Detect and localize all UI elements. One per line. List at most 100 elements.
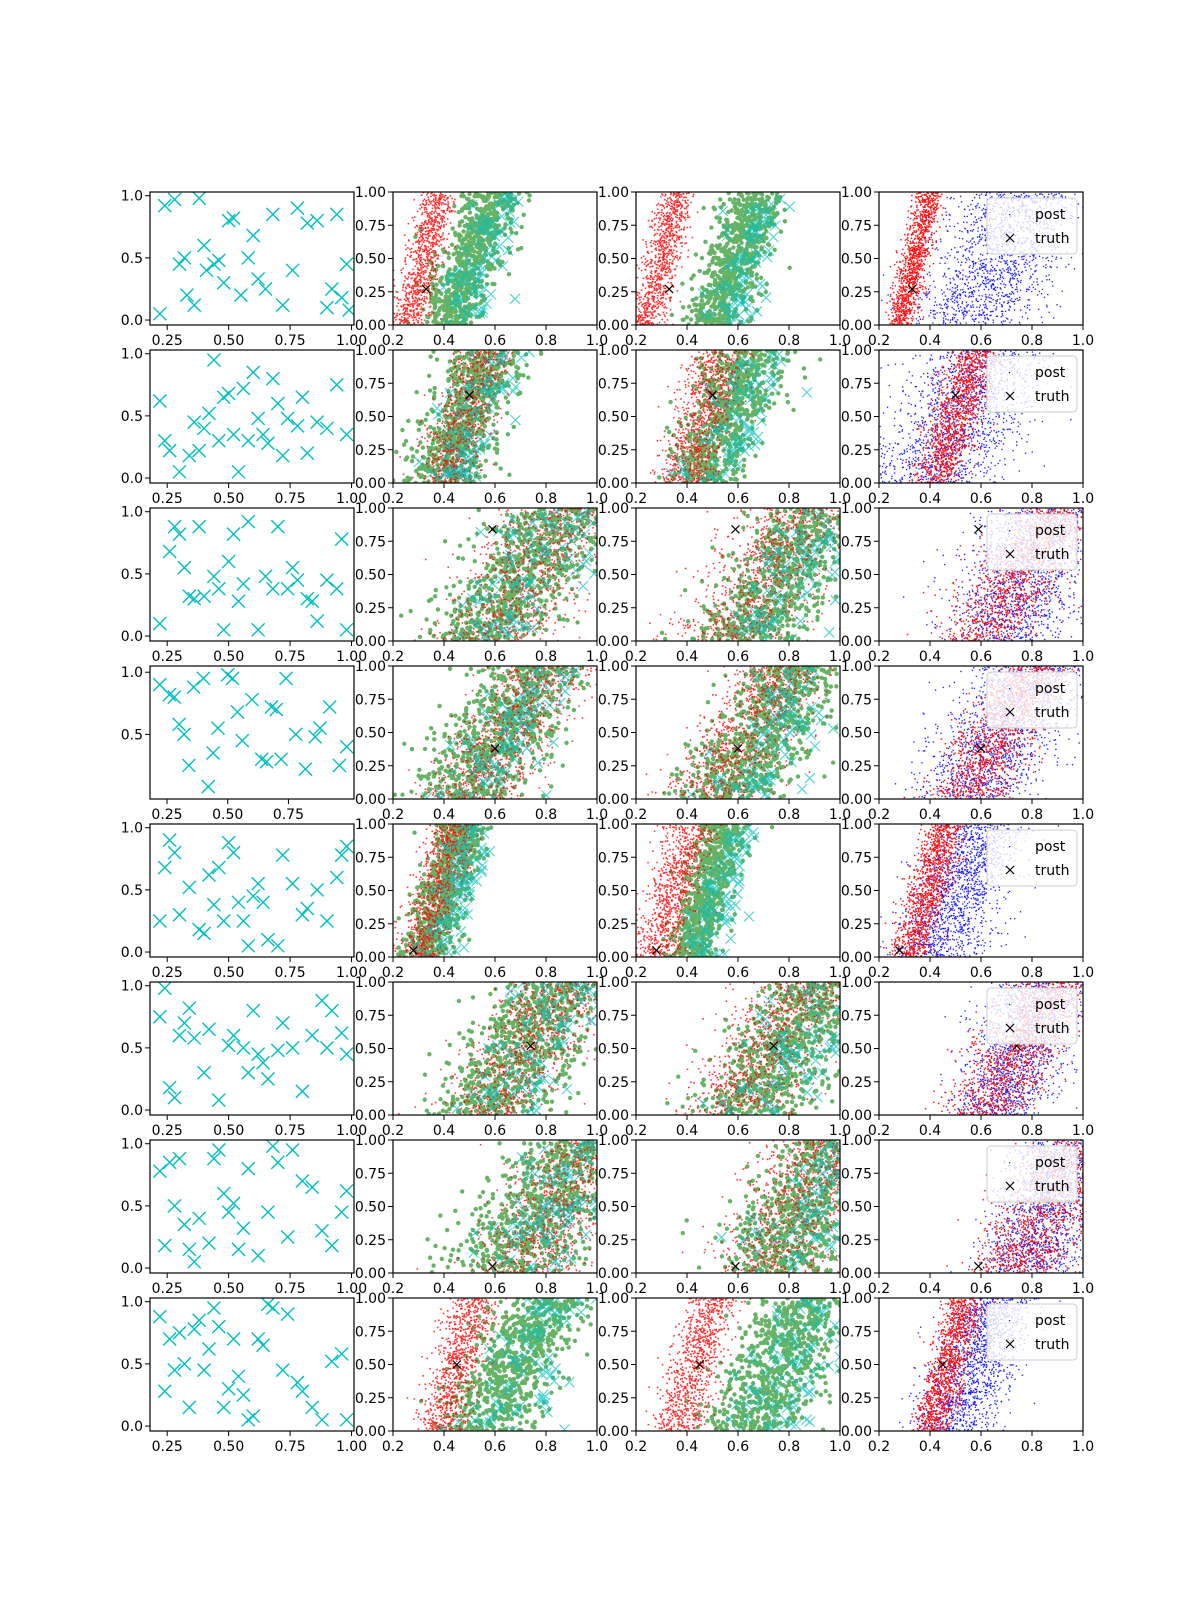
cyan-x-point [259,282,272,295]
y-tick-label: 0.75 [841,850,872,866]
y-tick-label: 0.25 [598,1075,629,1091]
legend-post-swatch [1009,530,1010,531]
cyan-x-point [281,412,294,425]
cyan-x-point [252,1249,265,1262]
cyan-x-point [237,382,250,395]
cyan-x-point [320,914,333,927]
x-tick-label: 0.25 [152,965,183,981]
legend-truth-label: truth [1035,1337,1069,1353]
cyan-x-point [231,705,244,718]
y-tick-label: 0.75 [598,534,629,550]
scatter-cloud [681,1138,855,1277]
scatter-cloud [393,188,532,328]
x-tick-label: 1.0 [1072,1281,1094,1297]
cyan-x-point [311,883,324,896]
x-tick-label: 1.0 [1072,649,1094,665]
cyan-x-point [202,780,215,793]
legend-post-label: post [1035,997,1066,1013]
y-tick-label: 0.25 [355,759,386,775]
cyan-x-point [261,1206,274,1219]
cyan-x-point [193,1212,206,1225]
cyan-x-point [202,1023,215,1036]
cyan-x-point [212,582,225,595]
x-tick-label: 0.8 [778,333,800,349]
y-tick-label: 0.5 [121,1041,143,1057]
x-tick-label: 0.4 [433,1439,455,1455]
cyan-x-point [217,914,230,927]
cyan-x-point [316,1224,329,1237]
cyan-x-point [207,570,220,583]
x-tick-label: 0.6 [484,649,506,665]
y-tick-label: 1.00 [355,975,386,991]
axes-frame [150,508,354,641]
legend-truth-label: truth [1035,1179,1069,1195]
panel-posterior-2: 0.000.250.500.751.000.2 0.4 0.6 0.8 1.0 [598,1133,855,1297]
panel-posterior-1: 0.000.250.500.751.000.2 0.4 0.6 0.8 1.0 [355,501,613,665]
cyan-x-point [212,1094,225,1107]
x-tick-label: 0.6 [727,965,749,981]
y-tick-label: 1.00 [355,659,386,675]
legend-truth-label: truth [1035,863,1069,879]
cyan-x-point [266,372,279,385]
y-tick-label: 0.75 [598,850,629,866]
panel-posterior-2: 0.000.250.500.751.000.2 0.4 0.6 0.8 1.0 [598,185,851,349]
cyan-x-point [198,590,211,603]
cyan-x-point [188,1255,201,1268]
x-tick-label: 0.8 [778,807,800,823]
cyan-x-point [212,1320,225,1333]
cyan-x-point [173,1152,186,1165]
y-tick-label: 0.00 [355,476,386,492]
x-tick-label: 0.4 [433,1281,455,1297]
cyan-x-point [173,908,186,921]
y-tick-label: 0.0 [121,629,143,645]
x-tick-label: 0.25 [152,649,183,665]
y-tick-label: 1.00 [841,185,872,201]
cyan-x-point [202,1342,215,1355]
cyan-x-point [198,927,211,940]
y-tick-label: 0.00 [598,476,629,492]
cyan-x-point [335,291,348,304]
cyan-x-point [227,212,240,225]
cyan-x-point [178,1017,191,1030]
y-tick-label: 0.50 [841,884,872,900]
panel-post-vs-truth: 0.000.250.500.751.000.2 0.4 0.6 0.8 1.0postt… [841,501,1097,665]
x-tick-label: 0.4 [919,1281,941,1297]
cyan-x-point [325,1239,338,1252]
y-tick-label: 0.00 [598,792,629,808]
y-tick-label: 0.00 [841,1266,872,1282]
cyan-x-point [237,1222,250,1235]
cyan-x-point [257,1339,270,1352]
x-tick-label: 0.6 [970,1439,992,1455]
y-tick-label: 0.25 [841,917,872,933]
y-tick-label: 0.25 [841,1391,872,1407]
x-tick-label: 0.25 [152,1439,183,1455]
y-tick-label: 0.75 [841,376,872,392]
scatter-cloud [393,662,606,803]
cyan-x-point [183,1002,196,1015]
y-tick-label: 0.0 [121,471,143,487]
x-tick-label: 0.8 [1021,807,1043,823]
x-tick-label: 1.00 [336,1439,367,1455]
y-tick-label: 1.00 [841,659,872,675]
cyan-x-point [153,617,166,630]
x-tick-label: 0.50 [213,333,244,349]
x-tick-label: 0.75 [275,1281,306,1297]
cyan-x-point [340,428,353,441]
cyan-x-point [237,1388,250,1401]
x-tick-label: 0.4 [919,491,941,507]
cyan-x-point [232,1243,245,1256]
x-tick-label: 0.6 [484,1439,506,1455]
x-tick-label: 0.8 [535,1123,557,1139]
legend-post-swatch [1009,1162,1010,1163]
x-tick-label: 0.6 [484,333,506,349]
legend-post-label: post [1035,839,1066,855]
x-tick-label: 0.8 [535,1281,557,1297]
panel-post-vs-truth: 0.000.250.500.751.000.2 0.4 0.6 0.8 1.0postt… [841,343,1094,507]
scatter-cloud [399,506,612,645]
y-tick-label: 0.5 [121,567,143,583]
x-tick-label: 0.4 [919,807,941,823]
cyan-x-point [182,759,195,772]
y-tick-label: 1.00 [598,975,629,991]
cyan-x-point [197,672,210,685]
